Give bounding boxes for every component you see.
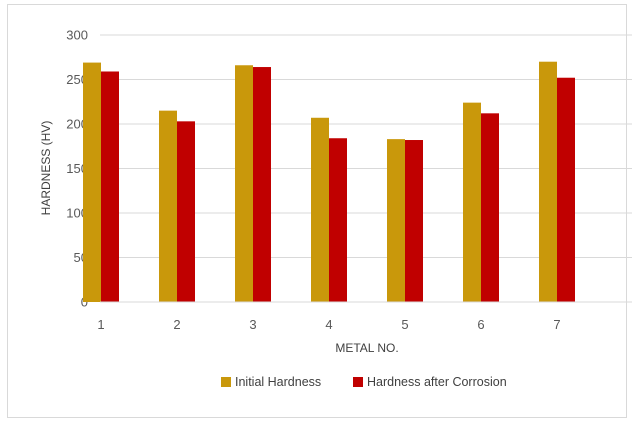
y-tick-label: 300 [66, 28, 88, 43]
bars [83, 61, 575, 303]
x-tick-label: 5 [401, 317, 408, 332]
bar-initial-3 [235, 65, 253, 302]
y-tick-label: 100 [66, 206, 88, 221]
x-tick-label: 3 [249, 317, 256, 332]
bar-initial-6 [463, 102, 481, 302]
bar-after-corrosion-1 [101, 71, 119, 303]
legend-swatch [221, 377, 231, 387]
y-tick-label: 250 [66, 72, 88, 87]
x-tick-label: 7 [553, 317, 560, 332]
bar-after-corrosion-6 [481, 113, 499, 302]
x-tick-label: 4 [325, 317, 332, 332]
x-axis-ticks: 1 2 3 4 5 6 7 [97, 317, 560, 332]
y-axis-ticks: 050100150200250300 [66, 28, 88, 310]
bar-initial-7 [539, 61, 557, 303]
bar-initial-1 [83, 62, 101, 303]
legend-label: Hardness after Corrosion [367, 375, 507, 389]
bar-after-corrosion-2 [177, 121, 195, 302]
x-tick-label: 1 [97, 317, 104, 332]
y-axis-title: HARDNESS (HV) [39, 121, 53, 216]
bar-initial-5 [387, 139, 405, 302]
legend-swatch [353, 377, 363, 387]
x-tick-label: 6 [477, 317, 484, 332]
x-tick-label: 2 [173, 317, 180, 332]
bar-after-corrosion-5 [405, 140, 423, 302]
y-tick-label: 150 [66, 161, 88, 176]
y-tick-label: 200 [66, 117, 88, 132]
x-axis-title: METAL NO. [335, 341, 398, 355]
bar-initial-4 [311, 117, 329, 303]
bar-after-corrosion-3 [253, 67, 271, 302]
legend: Initial Hardness Hardness after Corrosion [221, 375, 507, 389]
bar-initial-2 [159, 110, 177, 303]
bar-after-corrosion-4 [329, 138, 347, 302]
legend-label: Initial Hardness [235, 375, 321, 389]
bar-after-corrosion-7 [557, 77, 575, 302]
